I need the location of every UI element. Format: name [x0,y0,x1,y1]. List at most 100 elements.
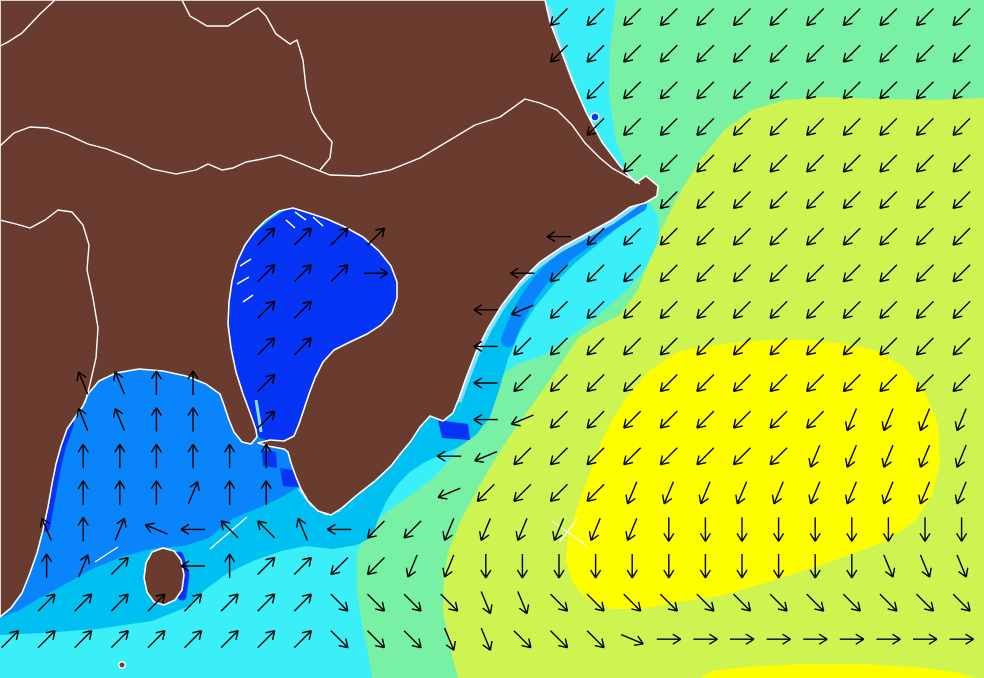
direction-arrow [586,337,605,356]
direction-arrow [842,264,861,283]
direction-arrow [659,374,678,393]
direction-arrow [150,370,162,395]
prefecture-borders [0,0,641,404]
direction-arrow [879,117,898,136]
direction-arrow [112,407,126,431]
direction-arrow [769,337,788,356]
direction-arrow [806,227,825,246]
direction-arrow [661,481,675,505]
direction-arrow [659,44,678,63]
direction-arrow [405,554,418,578]
contour-line [94,546,119,563]
direction-arrow [625,518,638,542]
direction-arrow [842,154,861,173]
direction-arrow [769,44,788,63]
direction-arrow [549,483,568,502]
direction-arrow [114,517,127,541]
direction-arrow [913,633,938,645]
direction-arrow [513,447,532,466]
direction-arrow [952,374,971,393]
direction-arrow [549,447,568,466]
direction-arrow [696,191,715,210]
direction-arrow [769,593,788,612]
direction-arrow [293,264,312,283]
direction-arrow [698,481,711,505]
direction-arrow [293,337,312,356]
direction-arrow [257,337,276,356]
direction-arrow [549,410,568,429]
port-jetty [236,276,250,285]
direction-arrow [696,374,715,393]
direction-arrow [327,523,352,535]
direction-arrow [367,630,386,649]
direction-arrow [623,227,642,246]
direction-arrow [842,227,861,246]
direction-arrow [919,554,932,578]
direction-arrow [110,593,129,612]
direction-arrow [696,8,715,27]
direction-arrow [330,557,349,576]
direction-arrow [257,630,276,649]
direction-arrow [842,81,861,100]
direction-arrow [626,554,638,579]
direction-arrow [39,517,52,541]
direction-arrow [916,593,935,612]
direction-arrow [440,593,459,612]
direction-arrow [330,593,349,612]
direction-arrow [549,264,568,283]
direction-arrow [806,374,825,393]
direction-arrow [150,407,162,432]
direction-arrow [403,593,422,612]
direction-arrow [915,227,934,246]
direction-arrow [295,517,309,541]
direction-arrow [732,227,751,246]
direction-arrow [224,480,236,505]
direction-arrow [257,556,276,575]
direction-arrow [517,591,530,615]
direction-arrow [659,81,678,100]
direction-arrow [76,407,89,431]
direction-arrow [881,408,894,432]
direction-arrow [442,518,455,542]
direction-arrow [586,117,605,136]
direction-arrow [879,374,898,393]
direction-arrow [436,450,462,462]
direction-arrow [732,374,751,393]
direction-arrow [952,300,971,319]
direction-arrow [915,337,934,356]
direction-arrow [549,8,568,27]
direction-arrow [915,154,934,173]
direction-arrow [732,8,751,27]
direction-arrow [842,337,861,356]
direction-arrow [586,374,605,393]
direction-arrow [180,523,205,535]
direction-arrow [806,300,825,319]
direction-arrow [77,443,89,469]
direction-arrow [1,630,20,649]
port-jetty [285,219,296,229]
direction-arrow [915,191,934,210]
port-jetty [242,294,254,303]
direction-arrow [879,593,898,612]
direction-arrow [879,81,898,100]
direction-arrow [696,300,715,319]
pale-sliver-miura-east [254,399,263,433]
direction-arrow [623,593,642,612]
direction-arrow [586,447,605,466]
contour-line [551,520,588,548]
direction-arrow [659,191,678,210]
direction-arrow [114,480,126,505]
direction-arrow [954,444,967,468]
direction-arrow [733,593,752,612]
direction-arrow [184,593,203,612]
direction-arrow [659,410,678,429]
direction-arrow [735,481,748,505]
direction-arrow [656,633,682,645]
boso-se-corner-deep-patch [438,420,470,440]
direction-arrow [846,517,858,542]
direction-arrow [879,191,898,210]
direction-arrow [915,81,934,100]
direction-arrow [623,447,642,466]
